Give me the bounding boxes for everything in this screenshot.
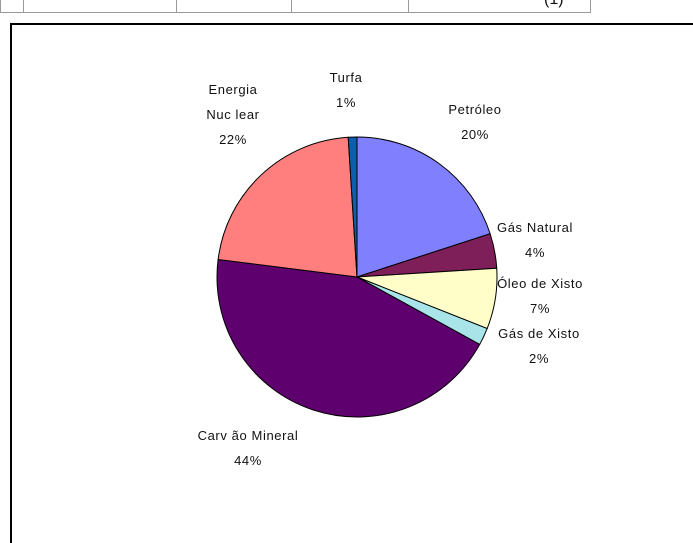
slice-percent-label: 22% xyxy=(219,132,247,147)
slice-percent-label: 1% xyxy=(336,95,356,110)
slice-percent-label: 2% xyxy=(529,351,549,366)
slice-percent-label: 4% xyxy=(525,245,545,260)
pie-slice xyxy=(217,136,358,278)
slice-name-label: Gás de Xisto xyxy=(498,326,580,341)
slice-name-label: Óleo de Xisto xyxy=(497,276,583,291)
slice-name-label: Nuc lear xyxy=(206,107,259,122)
slice-name-label: Energia xyxy=(208,82,257,97)
pie-slices xyxy=(216,136,498,418)
pie-slice xyxy=(347,136,358,278)
slice-name-label: Petróleo xyxy=(448,102,501,117)
table-divider xyxy=(176,0,177,12)
pie-slice xyxy=(356,136,491,278)
slice-percent-label: 44% xyxy=(234,453,262,468)
header-table-remnant: (1) xyxy=(0,0,591,13)
pie-labels: Petróleo 20% Gás Natural 4% Óleo de Xisto 7% G… xyxy=(198,70,583,468)
pie-slice xyxy=(216,258,481,418)
slice-name-label: Gás Natural xyxy=(497,220,573,235)
table-divider xyxy=(408,0,409,12)
table-divider xyxy=(23,0,24,12)
table-cell-text: (1) xyxy=(544,0,564,9)
slice-name-label: Turfa xyxy=(330,70,363,85)
slice-name-label: Carv ão Mineral xyxy=(198,428,299,443)
slice-percent-label: 7% xyxy=(530,301,550,316)
slice-percent-label: 20% xyxy=(461,127,489,142)
table-divider xyxy=(291,0,292,12)
